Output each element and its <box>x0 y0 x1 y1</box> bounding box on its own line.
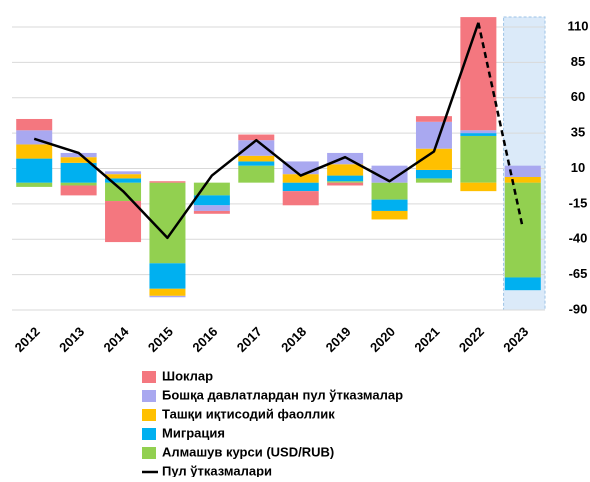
bar-segment <box>504 277 541 291</box>
x-tick-label: 2023 <box>500 324 531 355</box>
y-tick-label: 35 <box>571 125 585 140</box>
y-tick-label: 110 <box>568 18 589 33</box>
bar-segment <box>149 295 186 298</box>
bar-segment <box>16 118 53 131</box>
bar-segment <box>60 162 97 183</box>
y-tick-label: -90 <box>569 301 588 316</box>
bar-segment <box>60 152 97 158</box>
bar-segment <box>371 199 408 211</box>
x-tick-label: 2012 <box>12 324 43 355</box>
bar-segment <box>415 116 452 122</box>
x-tick-label: 2013 <box>56 324 87 355</box>
y-tick-label: -40 <box>569 231 588 246</box>
bar-segment <box>149 263 186 289</box>
x-tick-label: 2019 <box>323 324 354 355</box>
bar-segment <box>238 140 275 156</box>
bar-segment <box>460 17 497 131</box>
bar-segment <box>415 148 452 170</box>
bar-segment <box>238 161 275 166</box>
y-tick-label: 60 <box>571 89 585 104</box>
legend-label: Алмашув курси (USD/RUB) <box>162 444 334 459</box>
x-tick-label: 2017 <box>234 324 265 355</box>
bar-segment <box>60 157 97 163</box>
bar-segment <box>504 182 541 278</box>
bar-segment <box>105 171 142 175</box>
bar-segment <box>460 182 497 192</box>
legend-label: Миграция <box>162 425 225 440</box>
bar-segment <box>282 182 319 192</box>
bar-segment <box>460 133 497 136</box>
legend-swatch <box>142 371 156 383</box>
bar-segment <box>327 164 364 176</box>
line-series-forecast <box>477 22 525 229</box>
bar-segment <box>415 121 452 149</box>
bar-segment <box>105 174 142 179</box>
legend-swatch <box>142 409 156 421</box>
bar-segment <box>238 165 275 183</box>
bar-segment <box>193 195 230 206</box>
bar-segment <box>460 130 497 134</box>
bar-segment <box>371 182 408 200</box>
bar-segment <box>371 165 408 183</box>
bar-segment <box>504 165 541 177</box>
bar-segment <box>16 182 53 187</box>
bar-segment <box>193 205 230 211</box>
bar-segment <box>238 155 275 162</box>
bar-segment <box>282 174 319 183</box>
legend-swatch <box>142 428 156 440</box>
bar-segment <box>238 134 275 141</box>
x-tick-label: 2020 <box>367 324 398 355</box>
bar-segment <box>282 191 319 206</box>
x-tick-label: 2014 <box>101 323 133 355</box>
bar-segment <box>149 181 186 183</box>
bar-segment <box>327 175 364 182</box>
bar-segment <box>282 161 319 175</box>
x-tick-label: 2015 <box>145 324 176 355</box>
x-tick-label: 2021 <box>411 324 442 355</box>
bar-segment <box>504 176 541 183</box>
legend-swatch <box>142 447 156 459</box>
bar-segment <box>60 182 97 186</box>
bar-segment <box>105 201 142 243</box>
bar-segment <box>193 210 230 214</box>
y-tick-label: 85 <box>571 54 585 69</box>
bar-segment <box>415 178 452 183</box>
legend-label: Бошқа давлатлардан пул ўтказмалар <box>162 387 403 402</box>
x-tick-label: 2022 <box>456 324 487 355</box>
bar-segment <box>371 210 408 220</box>
legend-swatch <box>142 390 156 402</box>
y-tick-label: 10 <box>571 160 585 175</box>
bar-segment <box>193 182 230 196</box>
bar-segment <box>60 185 97 196</box>
legend-label: Пул ўтказмалари <box>162 463 272 477</box>
x-tick-label: 2018 <box>278 324 309 355</box>
bar-segment <box>460 135 497 183</box>
bar-segment <box>105 178 142 183</box>
y-tick-label: -15 <box>569 195 588 210</box>
bar-segment <box>16 144 53 159</box>
bar-segment <box>327 182 364 186</box>
bar-segment <box>415 169 452 179</box>
y-tick-label: -65 <box>569 266 588 281</box>
bar-segment <box>327 181 364 183</box>
bar-segment <box>16 158 53 183</box>
line-series <box>33 22 480 240</box>
x-tick-label: 2016 <box>189 324 220 355</box>
legend-label: Ташқи иқтисодий фаоллик <box>162 406 335 421</box>
bar-segment <box>149 288 186 296</box>
legend-label: Шоклар <box>162 368 213 383</box>
